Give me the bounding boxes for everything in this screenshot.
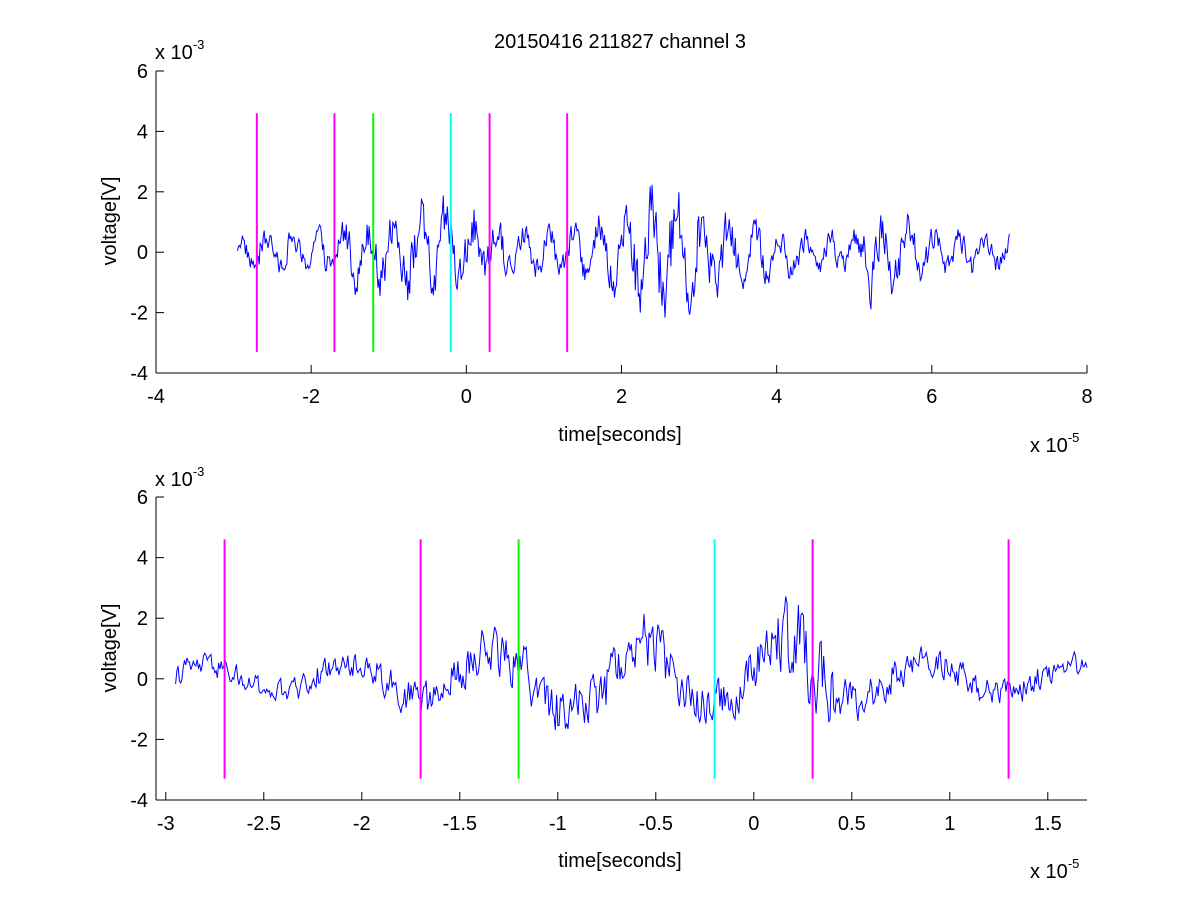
y-tick-label: 4 [137,121,148,143]
x-tick-label: 1 [944,813,955,835]
x-tick-label: 4 [771,386,782,408]
x-tick-label: -2.5 [247,813,281,835]
y-tick-label: 6 [137,487,148,509]
top-y-label: voltage[V] [99,177,121,266]
y-tick-label: 2 [137,182,148,204]
top-axes: -4 -2 0 2 4 6 8 -4 -2 0 2 4 6 time[seconds] voltage[… [99,37,1093,457]
x-tick-label: -2 [353,813,371,835]
x-tick-label: -1.5 [443,813,477,835]
bottom-y-exponent-base: x 10 [155,469,193,491]
y-tick-label: 0 [137,242,148,264]
bottom-x-exponent-base: x 10 [1030,861,1068,883]
x-tick-label: -0.5 [639,813,673,835]
top-y-exponent-power: -3 [193,37,205,52]
bottom-y-exponent-power: -3 [193,464,205,479]
bottom-x-label: time[seconds] [558,850,681,872]
x-tick-label: 0 [461,386,472,408]
bottom-y-label: voltage[V] [99,604,121,693]
voltage-trace [175,596,1088,731]
x-tick-label: -2 [302,386,320,408]
x-tick-label: 0 [748,813,759,835]
figure-title: 20150416 211827 channel 3 [494,31,746,53]
top-x-exponent-power: -5 [1068,430,1080,445]
top-x-exponent-base: x 10 [1030,435,1068,457]
y-tick-label: -4 [130,790,148,812]
x-tick-label: 1.5 [1034,813,1062,835]
top-y-exponent: x 10-3 [155,37,204,64]
y-tick-label: -4 [130,363,148,385]
x-tick-label: -1 [549,813,567,835]
x-tick-label: 0.5 [838,813,866,835]
top-plot-area: -4 -2 0 2 4 6 8 -4 -2 0 2 4 6 [130,61,1092,408]
top-x-exponent: x 10-5 [1030,430,1079,457]
bottom-x-exponent-power: -5 [1068,856,1080,871]
x-tick-label: 2 [616,386,627,408]
voltage-trace [237,184,1010,318]
top-x-label: time[seconds] [558,424,681,446]
x-tick-label: -3 [157,813,175,835]
bottom-plot-area: -3 -2.5 -2 -1.5 -1 -0.5 0 0.5 1 1.5 -4 -2 0 2 4 6 [130,487,1088,835]
y-tick-label: 0 [137,669,148,691]
y-tick-label: -2 [130,303,148,325]
x-tick-label: 8 [1081,386,1092,408]
y-tick-label: 4 [137,548,148,570]
y-tick-label: -2 [130,729,148,751]
x-tick-label: -4 [147,386,165,408]
bottom-axes: -3 -2.5 -2 -1.5 -1 -0.5 0 0.5 1 1.5 -4 -2 0 2 4 6 time[… [99,464,1088,883]
x-tick-label: 6 [926,386,937,408]
bottom-x-exponent: x 10-5 [1030,856,1079,883]
bottom-y-exponent: x 10-3 [155,464,204,491]
top-y-exponent-base: x 10 [155,42,193,64]
y-tick-label: 6 [137,61,148,83]
y-tick-label: 2 [137,608,148,630]
